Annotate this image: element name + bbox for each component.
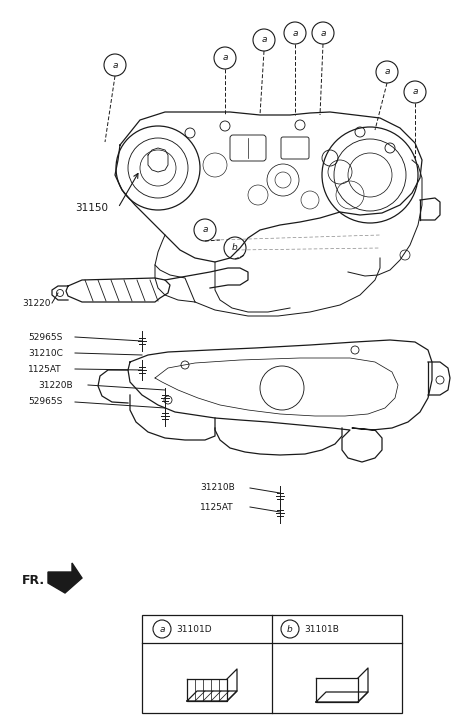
Text: 31101D: 31101D [176, 624, 212, 633]
Text: a: a [222, 54, 228, 63]
Text: 1125AT: 1125AT [28, 364, 62, 374]
Polygon shape [48, 563, 82, 593]
Text: 31220: 31220 [22, 299, 51, 308]
Text: a: a [261, 36, 267, 44]
Bar [142, 615, 402, 713]
Text: 1125AT: 1125AT [200, 502, 234, 512]
Text: a: a [292, 28, 298, 38]
Text: b: b [287, 624, 293, 633]
Text: a: a [320, 28, 326, 38]
Text: 31220B: 31220B [38, 380, 73, 390]
Text: 31210B: 31210B [200, 483, 235, 492]
Text: a: a [159, 624, 165, 633]
Text: b: b [232, 244, 238, 252]
Text: 31101B: 31101B [304, 624, 339, 633]
Text: 31210C: 31210C [28, 348, 63, 358]
Text: a: a [384, 68, 390, 76]
Text: a: a [202, 225, 208, 235]
Text: a: a [412, 87, 418, 97]
Text: 52965S: 52965S [28, 398, 62, 406]
Text: 31150: 31150 [75, 203, 108, 213]
Text: 52965S: 52965S [28, 332, 62, 342]
Text: FR.: FR. [22, 574, 45, 587]
Text: a: a [112, 60, 118, 70]
